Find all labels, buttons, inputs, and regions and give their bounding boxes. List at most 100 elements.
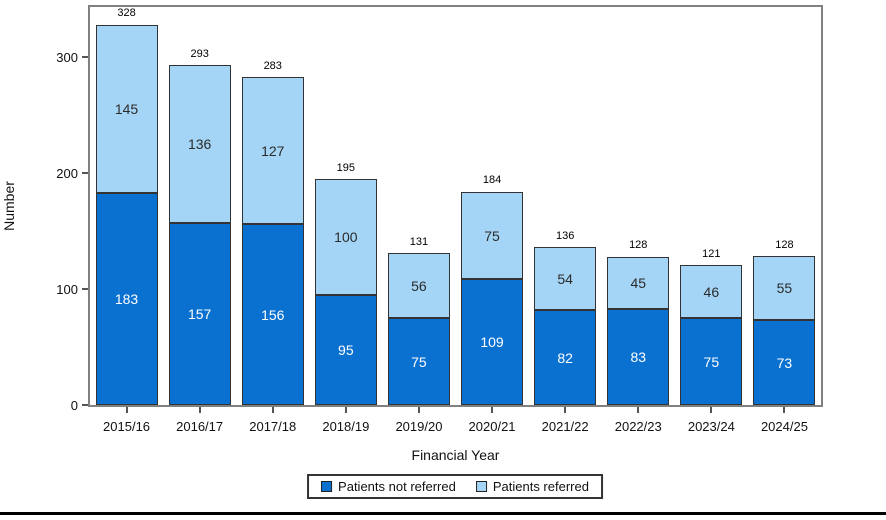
bar-segment-value: 145 [114,101,139,117]
bar-segment: 145 [95,25,158,193]
bar-segment-value: 82 [557,349,573,366]
bar-2017/18: 156 127 [241,77,304,405]
x-tick [198,407,201,413]
bar-total-label: 195 [336,161,356,174]
legend: Patients not referred Patients referred [307,474,603,499]
legend-label: Patients not referred [338,479,456,494]
bar-segment-value: 157 [187,306,212,322]
legend-swatch-patients-referred [475,481,487,492]
y-tick-label: 0 [70,398,78,413]
bar-segment-value: 75 [703,353,720,370]
bar-2021/22: 82 54 [534,247,597,405]
legend-item: Patients referred [475,479,589,494]
legend-swatch-patients-not-referred [321,481,333,492]
bar-total-label: 128 [629,239,648,252]
bar-segment-value: 56 [411,277,427,294]
bar-segment-value: 183 [114,291,139,307]
x-tick [637,407,640,413]
bar-total-label: 131 [409,235,429,248]
y-tick [82,404,88,406]
bar-2016/17: 157 136 [168,65,231,405]
legend-label: Patients referred [492,479,589,494]
bar-2022/23: 83 45 [607,257,670,405]
bar-2024/25: 73 55 [753,256,816,405]
bar-total-label: 136 [555,230,575,243]
bar-segment-value: 136 [187,136,212,152]
bar-2018/19: 95 100 [314,179,377,405]
bar-total-label: 283 [263,59,282,72]
y-tick [82,171,88,174]
bar-segment-value: 45 [630,275,647,291]
y-tick [82,55,88,58]
bar-segment: 156 [241,224,304,405]
bar-segment: 46 [680,265,743,318]
bar-total-label: 328 [117,7,136,20]
bar-segment-value: 73 [776,354,793,371]
x-tick [417,407,420,413]
x-tick-label: 2019/20 [395,419,443,434]
bar-segment-value: 156 [261,306,285,323]
bar-total-label: 128 [775,239,794,252]
bar-segment: 82 [534,310,597,405]
bar-segment-value: 46 [703,283,720,300]
legend-item: Patients not referred [321,480,456,493]
bar-segment-value: 127 [261,142,285,159]
bar-segment: 75 [387,318,450,405]
bar-segment: 136 [168,65,231,223]
bar-segment: 183 [95,193,158,405]
bar-total-label: 293 [190,48,209,61]
x-tick-label: 2024/25 [760,419,808,434]
bar-segment: 55 [753,256,816,320]
bar-segment-value: 75 [484,227,500,244]
bar-segment: 54 [534,247,597,310]
y-tick [82,287,88,290]
bar-segment-value: 100 [334,229,358,245]
x-tick-label: 2023/24 [687,419,735,434]
y-tick-label: 300 [56,49,78,65]
x-tick [344,407,347,413]
x-tick [783,407,786,413]
bar-segment-value: 109 [480,334,504,350]
bar-segment: 56 [387,253,450,318]
x-tick [125,407,128,413]
x-tick-label: 2016/17 [176,419,224,434]
x-axis-title: Financial Year [411,447,500,463]
bar-segment-value: 54 [557,270,573,287]
bar-2023/24: 75 46 [680,265,743,405]
y-tick-label: 100 [56,281,78,297]
x-tick [271,407,274,413]
y-axis-title: Number [1,181,17,231]
bar-segment-value: 55 [776,280,793,296]
bar-segment: 95 [314,295,377,405]
bar-segment: 157 [168,223,231,405]
x-tick [710,407,713,413]
x-tick-label: 2021/22 [541,419,589,434]
bar-segment: 83 [607,309,670,405]
bottom-divider [0,512,886,515]
bar-segment: 109 [461,279,524,405]
bar-2020/21: 109 75 [461,192,524,405]
x-tick-label: 2020/21 [468,419,516,434]
bar-segment-value: 95 [338,342,354,358]
y-tick-label: 200 [56,165,78,181]
bar-segment-value: 83 [630,349,647,365]
plot-area: 183 145 157 136 156 127 95 100 75 56 109 75 82 54 83 45… [88,5,823,407]
x-tick-label: 2022/23 [614,419,662,434]
bar-segment: 75 [680,318,743,405]
bar-segment: 100 [314,179,377,295]
bar-total-label: 184 [482,174,502,187]
x-tick-label: 2018/19 [322,419,370,434]
bar-total-label: 121 [702,247,721,260]
bar-segment: 75 [461,192,524,279]
x-tick [491,407,494,413]
bar-segment: 45 [607,257,670,309]
bar-segment-value: 75 [411,353,427,370]
x-tick [564,407,567,413]
bar-2019/20: 75 56 [387,253,450,405]
x-tick-label: 2015/16 [103,419,151,434]
bar-segment: 73 [753,320,816,405]
x-tick-label: 2017/18 [249,419,297,434]
bar-segment: 127 [241,77,304,224]
bar-2015/16: 183 145 [95,25,158,405]
